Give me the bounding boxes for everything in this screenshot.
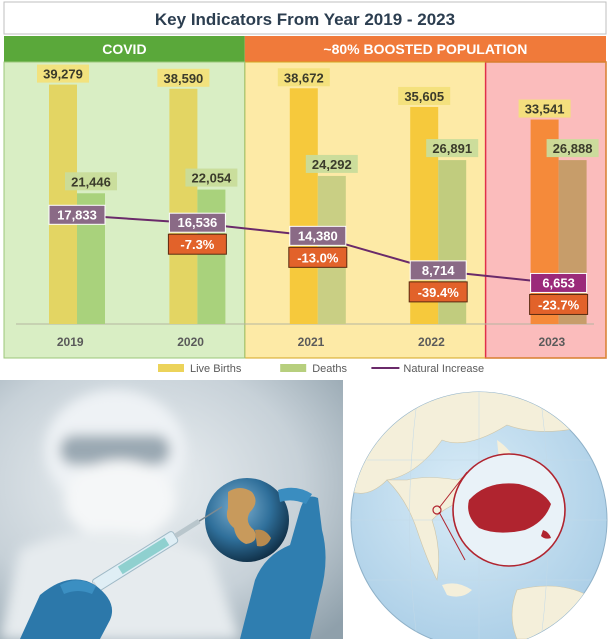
chart-title: Key Indicators From Year 2019 - 2023 bbox=[155, 10, 455, 29]
label-deaths-2019: 21,446 bbox=[71, 174, 111, 189]
legend-label-natural-increase: Natural Increase bbox=[403, 363, 484, 375]
change-label-2023: -23.7% bbox=[538, 297, 580, 312]
label-bg-live-births-2022 bbox=[398, 86, 451, 105]
change-label-2021: -13.0% bbox=[297, 250, 339, 265]
period-header-2 bbox=[244, 36, 607, 62]
tick-label-2022: 2022 bbox=[418, 335, 445, 349]
label-natural-increase-2020: 16,536 bbox=[178, 215, 218, 230]
bar-live-births-2019 bbox=[49, 84, 77, 324]
label-deaths-2023: 26,888 bbox=[553, 141, 593, 156]
label-natural-increase-2023: 6,653 bbox=[542, 275, 575, 290]
label-live-births-2021: 38,672 bbox=[284, 70, 324, 85]
bar-live-births-2020 bbox=[169, 88, 198, 324]
label-bg-deaths-2020 bbox=[185, 168, 238, 187]
scientist-globe-photo bbox=[0, 380, 343, 639]
tick-label-2019: 2019 bbox=[57, 335, 84, 349]
covid-border bbox=[3, 61, 246, 359]
label-natural-increase-2019: 17,833 bbox=[57, 207, 97, 222]
tick-label-2020: 2020 bbox=[177, 335, 204, 349]
label-bg-deaths-2019 bbox=[65, 172, 117, 191]
label-bg-live-births-2021 bbox=[277, 68, 330, 87]
bar-line-chart: Key Indicators From Year 2019 - 2023 COVI… bbox=[3, 1, 607, 375]
period-label-1: COVID bbox=[102, 41, 146, 57]
label-deaths-2021: 24,292 bbox=[312, 157, 352, 172]
label-bg-deaths-2021 bbox=[305, 154, 358, 173]
tick-label-2021: 2021 bbox=[298, 335, 325, 349]
period-header-1 bbox=[4, 36, 245, 62]
title-box bbox=[3, 1, 607, 35]
legend-swatch-live-births bbox=[158, 364, 184, 372]
period-label-2: ~80% BOOSTED POPULATION bbox=[323, 41, 527, 57]
bar-deaths-2020 bbox=[197, 189, 226, 324]
label-live-births-2023: 33,541 bbox=[525, 102, 565, 117]
label-bg-live-births-2019 bbox=[37, 64, 89, 83]
globe-map-photo bbox=[347, 380, 610, 639]
label-deaths-2022: 26,891 bbox=[432, 141, 472, 156]
change-bg-2022 bbox=[408, 281, 468, 303]
label-bg-live-births-2023 bbox=[518, 99, 571, 118]
label-bg-live-births-2020 bbox=[157, 68, 210, 87]
label-natural-increase-2022: 8,714 bbox=[422, 263, 455, 278]
label-bg-natural-increase-2019 bbox=[48, 204, 106, 225]
label-bg-natural-increase-2023 bbox=[530, 272, 588, 293]
legend-swatch-deaths bbox=[280, 364, 307, 372]
label-deaths-2020: 22,054 bbox=[192, 171, 233, 186]
label-bg-natural-increase-2020 bbox=[168, 212, 226, 233]
label-bg-deaths-2023 bbox=[546, 139, 599, 158]
label-natural-increase-2021: 14,380 bbox=[298, 228, 338, 243]
label-bg-natural-increase-2022 bbox=[409, 260, 467, 281]
change-bg-2021 bbox=[288, 246, 348, 268]
legend-label-live-births: Live Births bbox=[190, 363, 242, 375]
tick-label-2023: 2023 bbox=[538, 335, 565, 349]
label-live-births-2020: 38,590 bbox=[164, 71, 204, 86]
label-bg-deaths-2022 bbox=[426, 139, 479, 158]
bar-live-births-2021 bbox=[289, 88, 318, 325]
change-label-2020: -7.3% bbox=[180, 237, 214, 252]
label-live-births-2019: 39,279 bbox=[43, 67, 83, 82]
change-bg-2020 bbox=[167, 233, 227, 255]
label-bg-natural-increase-2021 bbox=[289, 225, 347, 246]
change-label-2022: -39.4% bbox=[418, 285, 460, 300]
chart-panel: Key Indicators From Year 2019 - 2023 COVI… bbox=[3, 1, 607, 375]
label-live-births-2022: 35,605 bbox=[404, 89, 444, 104]
legend-label-deaths: Deaths bbox=[312, 363, 347, 375]
change-bg-2023 bbox=[529, 293, 589, 315]
